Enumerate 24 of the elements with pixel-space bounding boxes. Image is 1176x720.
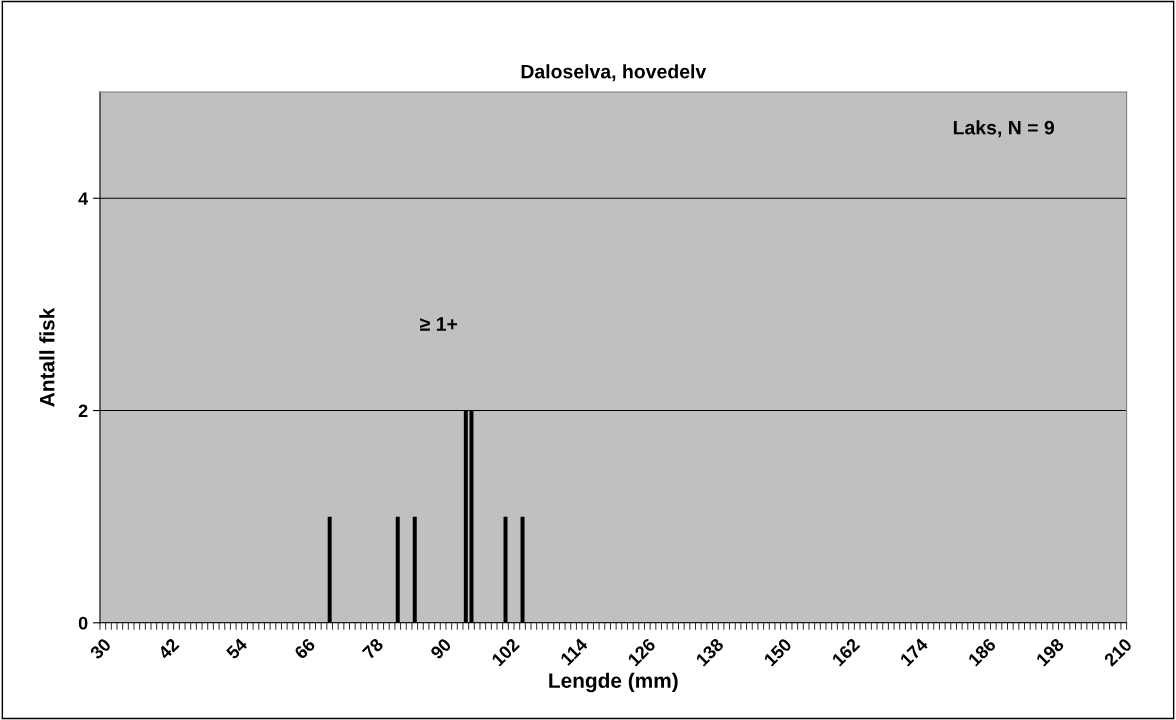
x-tick-label: 78: [361, 637, 385, 660]
x-axis-title: Lengde (mm): [549, 672, 678, 693]
y-tick-label: 0: [78, 616, 88, 630]
x-tick-label: 138: [695, 637, 725, 667]
x-tick-label: 114: [559, 637, 589, 666]
annotation: Laks, N = 9: [953, 120, 1055, 138]
x-tick-label: 198: [1035, 637, 1065, 667]
x-tick-label: 30: [89, 637, 112, 660]
annotation: ≥ 1+: [420, 317, 458, 331]
x-tick-label: 102: [491, 637, 521, 667]
x-tick-label: 42: [157, 637, 180, 660]
x-tick-label: 162: [831, 637, 861, 667]
y-tick-label: 2: [78, 404, 88, 418]
x-tick-label: 174: [899, 637, 929, 667]
x-tick-label: 90: [429, 637, 452, 660]
chart-title: Daloselva, hovedelv: [521, 64, 707, 82]
y-axis-title: Antall fisk: [39, 307, 55, 407]
x-tick-label: 66: [293, 637, 316, 660]
x-tick-label: 126: [627, 637, 657, 667]
x-tick-label: 210: [1103, 637, 1133, 667]
x-tick-label: 150: [763, 637, 793, 667]
x-tick-label: 54: [225, 637, 249, 660]
x-tick-label: 186: [967, 637, 997, 667]
y-tick-label: 4: [78, 192, 89, 205]
